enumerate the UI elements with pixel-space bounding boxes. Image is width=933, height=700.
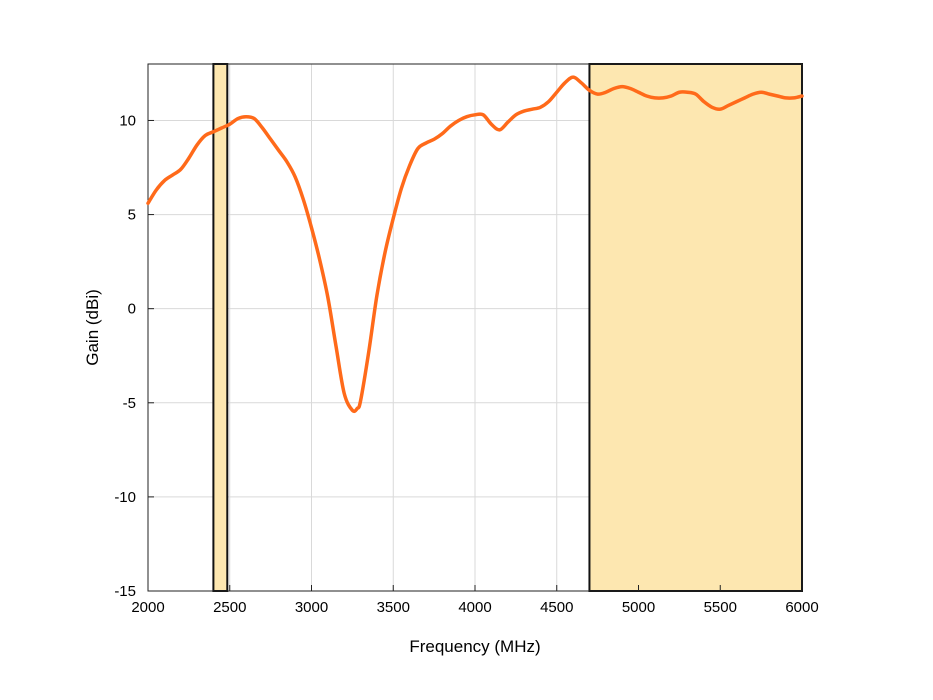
y-tick-label: -15: [114, 583, 136, 600]
y-tick-label: 5: [128, 207, 136, 224]
x-tick-label: 4500: [540, 599, 573, 616]
y-tick-label: 10: [119, 112, 136, 129]
plot-area: 2000 2500 3000 3500 4000 4500 5000 5500 6000 -15 -…: [114, 63, 819, 616]
y-tick-label: -10: [114, 489, 136, 506]
x-tick-label: 5000: [622, 599, 655, 616]
x-tick-label: 6000: [785, 599, 818, 616]
x-tick-label: 3500: [377, 599, 410, 616]
highlight-band-1: [212, 63, 229, 592]
x-tick-label: 2000: [131, 599, 164, 616]
y-tick-label: 0: [128, 301, 136, 318]
gain-series-line-1: [146, 75, 804, 414]
x-tick-label: 2500: [213, 599, 246, 616]
y-tick-label: -5: [123, 395, 136, 412]
x-tick-label: 5500: [704, 599, 737, 616]
x-tick-label: 4000: [458, 599, 491, 616]
x-tick-label: 3000: [295, 599, 328, 616]
x-axis-label: Frequency (MHz): [409, 637, 540, 656]
y-axis-label: Gain (dBi): [83, 289, 102, 366]
highlight-band-2: [588, 63, 804, 592]
